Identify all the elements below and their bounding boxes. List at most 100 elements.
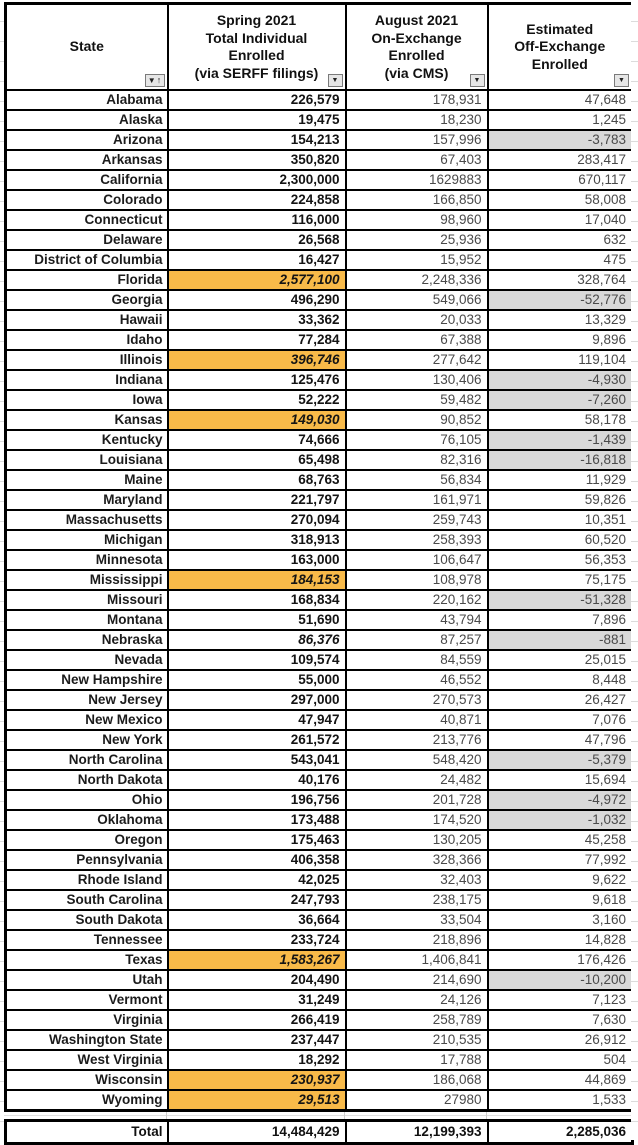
august-enrolled-cell[interactable]: 238,175 — [344, 889, 489, 911]
filter-sort-ascending-button[interactable]: ▼ ↑ — [144, 74, 165, 87]
august-enrolled-cell[interactable]: 220,162 — [344, 589, 489, 611]
off-exchange-cell[interactable]: -7,260 — [486, 389, 634, 411]
state-cell[interactable]: Illinois — [4, 349, 169, 371]
column-header-spring[interactable]: Spring 2021 Total Individual Enrolled (v… — [166, 2, 347, 91]
state-cell[interactable]: South Carolina — [4, 889, 169, 911]
state-cell[interactable]: Arizona — [4, 129, 169, 151]
spring-enrolled-cell[interactable]: 86,376 — [166, 629, 347, 651]
spring-enrolled-cell[interactable]: 396,746 — [166, 349, 347, 371]
filter-dropdown-button[interactable]: ▼ — [614, 74, 629, 87]
off-exchange-cell[interactable]: 7,076 — [486, 709, 634, 731]
august-enrolled-cell[interactable]: 549,066 — [344, 289, 489, 311]
august-enrolled-cell[interactable]: 214,690 — [344, 969, 489, 991]
off-exchange-cell[interactable]: -1,439 — [486, 429, 634, 451]
off-exchange-cell[interactable]: -10,200 — [486, 969, 634, 991]
off-exchange-cell[interactable]: 283,417 — [486, 149, 634, 171]
spring-enrolled-cell[interactable]: 74,666 — [166, 429, 347, 451]
off-exchange-cell[interactable]: 475 — [486, 249, 634, 271]
spring-enrolled-cell[interactable]: 270,094 — [166, 509, 347, 531]
off-exchange-cell[interactable]: 328,764 — [486, 269, 634, 291]
filter-dropdown-button[interactable]: ▼ — [469, 74, 485, 87]
august-enrolled-cell[interactable]: 76,105 — [344, 429, 489, 451]
state-cell[interactable]: Louisiana — [4, 449, 169, 471]
column-header-offexchange[interactable]: Estimated Off-Exchange Enrolled ▼ — [486, 2, 634, 91]
spring-enrolled-cell[interactable]: 36,664 — [166, 909, 347, 931]
off-exchange-cell[interactable]: 632 — [486, 229, 634, 251]
state-cell[interactable]: Kansas — [4, 409, 169, 431]
august-enrolled-cell[interactable]: 328,366 — [344, 849, 489, 871]
spring-enrolled-cell[interactable]: 52,222 — [166, 389, 347, 411]
off-exchange-cell[interactable]: 15,694 — [486, 769, 634, 791]
spring-enrolled-cell[interactable]: 2,577,100 — [166, 269, 347, 291]
state-cell[interactable]: Kentucky — [4, 429, 169, 451]
state-cell[interactable]: Wyoming — [4, 1089, 169, 1112]
spring-enrolled-cell[interactable]: 149,030 — [166, 409, 347, 431]
state-cell[interactable]: Arkansas — [4, 149, 169, 171]
state-cell[interactable]: Rhode Island — [4, 869, 169, 891]
off-exchange-cell[interactable]: 504 — [486, 1049, 634, 1071]
off-exchange-cell[interactable]: 11,929 — [486, 469, 634, 491]
spring-enrolled-cell[interactable]: 247,793 — [166, 889, 347, 911]
state-cell[interactable]: Florida — [4, 269, 169, 291]
off-exchange-cell[interactable]: 8,448 — [486, 669, 634, 691]
august-enrolled-cell[interactable]: 46,552 — [344, 669, 489, 691]
state-cell[interactable]: Ohio — [4, 789, 169, 811]
off-exchange-cell[interactable]: 60,520 — [486, 529, 634, 551]
august-enrolled-cell[interactable]: 186,068 — [344, 1069, 489, 1091]
off-exchange-cell[interactable]: 75,175 — [486, 569, 634, 591]
off-exchange-cell[interactable]: -16,818 — [486, 449, 634, 471]
state-cell[interactable]: Tennessee — [4, 929, 169, 951]
state-cell[interactable]: Washington State — [4, 1029, 169, 1051]
spring-enrolled-cell[interactable]: 224,858 — [166, 189, 347, 211]
august-enrolled-cell[interactable]: 277,642 — [344, 349, 489, 371]
off-exchange-cell[interactable]: 44,869 — [486, 1069, 634, 1091]
august-enrolled-cell[interactable]: 84,559 — [344, 649, 489, 671]
off-exchange-cell[interactable]: 56,353 — [486, 549, 634, 571]
off-exchange-cell[interactable]: 45,258 — [486, 829, 634, 851]
off-exchange-cell[interactable]: 58,008 — [486, 189, 634, 211]
state-cell[interactable]: Montana — [4, 609, 169, 631]
august-enrolled-cell[interactable]: 548,420 — [344, 749, 489, 771]
off-exchange-cell[interactable]: 10,351 — [486, 509, 634, 531]
off-exchange-cell[interactable]: 47,648 — [486, 89, 634, 111]
august-enrolled-cell[interactable]: 90,852 — [344, 409, 489, 431]
state-cell[interactable]: Mississippi — [4, 569, 169, 591]
spring-enrolled-cell[interactable]: 65,498 — [166, 449, 347, 471]
spring-enrolled-cell[interactable]: 184,153 — [166, 569, 347, 591]
state-cell[interactable]: Massachusetts — [4, 509, 169, 531]
august-enrolled-cell[interactable]: 24,482 — [344, 769, 489, 791]
august-enrolled-cell[interactable]: 108,978 — [344, 569, 489, 591]
state-cell[interactable]: Missouri — [4, 589, 169, 611]
state-cell[interactable]: New York — [4, 729, 169, 751]
august-enrolled-cell[interactable]: 25,936 — [344, 229, 489, 251]
off-exchange-cell[interactable]: 17,040 — [486, 209, 634, 231]
spring-enrolled-cell[interactable]: 51,690 — [166, 609, 347, 631]
spring-enrolled-cell[interactable]: 29,513 — [166, 1089, 347, 1112]
august-enrolled-cell[interactable]: 157,996 — [344, 129, 489, 151]
spring-enrolled-cell[interactable]: 196,756 — [166, 789, 347, 811]
filter-dropdown-button[interactable]: ▼ — [327, 74, 343, 87]
spring-enrolled-cell[interactable]: 18,292 — [166, 1049, 347, 1071]
total-august-value[interactable]: 12,199,393 — [344, 1119, 489, 1145]
off-exchange-cell[interactable]: 59,826 — [486, 489, 634, 511]
august-enrolled-cell[interactable]: 32,403 — [344, 869, 489, 891]
august-enrolled-cell[interactable]: 161,971 — [344, 489, 489, 511]
state-cell[interactable]: Virginia — [4, 1009, 169, 1031]
off-exchange-cell[interactable]: 26,427 — [486, 689, 634, 711]
spring-enrolled-cell[interactable]: 16,427 — [166, 249, 347, 271]
state-cell[interactable]: District of Columbia — [4, 249, 169, 271]
off-exchange-cell[interactable]: -4,972 — [486, 789, 634, 811]
august-enrolled-cell[interactable]: 27980 — [344, 1089, 489, 1112]
state-cell[interactable]: Utah — [4, 969, 169, 991]
state-cell[interactable]: California — [4, 169, 169, 191]
state-cell[interactable]: Minnesota — [4, 549, 169, 571]
august-enrolled-cell[interactable]: 98,960 — [344, 209, 489, 231]
state-cell[interactable]: New Hampshire — [4, 669, 169, 691]
off-exchange-cell[interactable]: -881 — [486, 629, 634, 651]
august-enrolled-cell[interactable]: 213,776 — [344, 729, 489, 751]
state-cell[interactable]: Alabama — [4, 89, 169, 111]
off-exchange-cell[interactable]: 1,245 — [486, 109, 634, 131]
state-cell[interactable]: Vermont — [4, 989, 169, 1011]
off-exchange-cell[interactable]: -4,930 — [486, 369, 634, 391]
august-enrolled-cell[interactable]: 218,896 — [344, 929, 489, 951]
